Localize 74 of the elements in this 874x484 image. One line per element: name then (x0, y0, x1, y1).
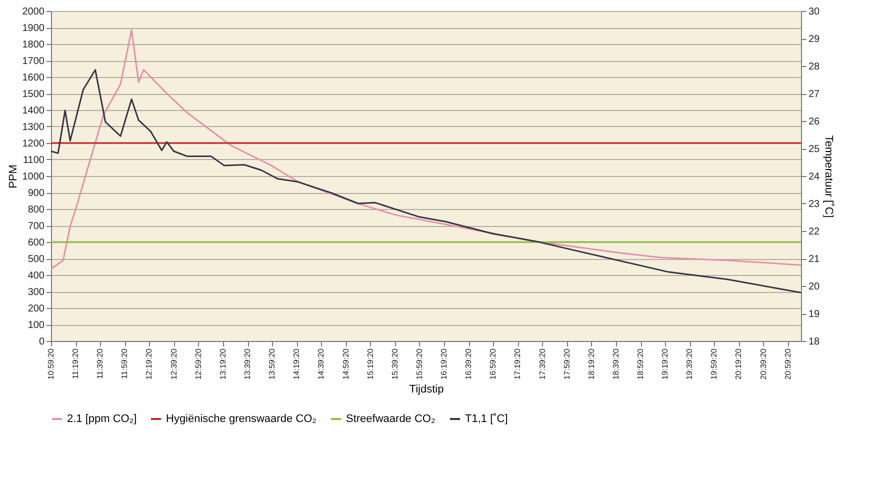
x-tick-label: 16:19:20 (440, 348, 448, 380)
y-axis-title: PPM (7, 164, 20, 188)
y2-tick-label: 22 (808, 226, 820, 238)
x-tick-label: 19:19:20 (660, 348, 670, 380)
x-tick-label: 17:19:20 (513, 348, 522, 380)
y-tick-label: 1300 (22, 122, 45, 133)
x-tick-label: 17:59:20 (562, 348, 572, 380)
y2-tick-label: 18 (808, 336, 820, 348)
y-tick-label: 1700 (22, 56, 45, 67)
x-tick-label: 19:39:20 (685, 348, 694, 380)
y-tick-label: 1900 (22, 23, 45, 34)
line-series (50, 69, 802, 294)
y2-tick-label: 29 (808, 34, 820, 45)
y2-tick-label: 19 (808, 309, 820, 320)
x-tick-label: 12:19:20 (144, 348, 154, 380)
y2-axis-title: Temperatuur [˚C] (822, 135, 835, 218)
x-tick-label: 20:39:20 (758, 348, 768, 380)
y-tick-label: 100 (28, 320, 45, 331)
x-tick-label: 16:59:20 (488, 348, 498, 380)
y-tick-label: 800 (28, 204, 45, 216)
x-tick-label: 20:19:20 (734, 348, 744, 380)
x-tick-label: 11:19:20 (71, 348, 80, 380)
y-tick-label: 0 (38, 336, 45, 348)
y2-tick-label: 23 (808, 199, 820, 210)
y2-tick-label: 24 (808, 172, 820, 182)
legend-label: Hygiënische grenswaarde CO₂ (166, 413, 316, 425)
y-tick-label: 2000 (22, 6, 45, 18)
x-tick-label: 14:19:20 (292, 348, 302, 380)
x-tick-label: 19:59:20 (710, 348, 719, 380)
y-tick-label: 1100 (22, 155, 45, 166)
y-tick-label: 400 (28, 270, 45, 282)
y2-tick-label: 21 (808, 254, 820, 265)
x-tick-label: 12:39:20 (169, 348, 178, 380)
x-tick-label: 10:59:20 (46, 348, 56, 380)
legend-label: Streefwaarde CO₂ (346, 413, 436, 425)
x-tick-label: 18:19:20 (586, 348, 596, 380)
y-tick-label: 900 (28, 188, 45, 199)
y2-tick-label: 30 (808, 6, 820, 18)
y-tick-label: 1200 (22, 138, 45, 150)
x-tick-label: 17:39:20 (538, 348, 547, 380)
y-tick-label: 500 (28, 254, 45, 265)
x-tick-label: 15:39:20 (390, 348, 400, 380)
y2-tick-label: 28 (808, 62, 820, 72)
x-tick-label: 13:39:20 (243, 348, 252, 380)
x-tick-label: 14:39:20 (316, 348, 326, 380)
y-tick-label: 600 (28, 238, 45, 248)
x-tick-label: 11:39:20 (96, 348, 105, 380)
y-tick-label: 300 (28, 287, 45, 298)
x-tick-label: 18:59:20 (636, 348, 645, 380)
x-tick-label: 16:39:20 (464, 348, 474, 380)
x-tick-label: 13:59:20 (268, 348, 277, 380)
y2-tick-label: 25 (808, 144, 820, 155)
y2-tick-label: 26 (808, 116, 820, 128)
x-tick-label: 20:59:20 (783, 348, 792, 380)
x-tick-label: 12:59:20 (194, 348, 203, 380)
y-tick-label: 1500 (22, 89, 45, 100)
y-tick-label: 700 (28, 221, 45, 232)
line-series (50, 29, 802, 270)
x-tick-label: 15:19:20 (366, 348, 375, 380)
legend-label: 2.1 [ppm CO₂] (67, 413, 137, 425)
y-tick-label: 1000 (22, 172, 45, 182)
x-tick-label: 11:59:20 (120, 348, 130, 380)
y-tick-label: 1800 (22, 40, 45, 50)
y-tick-label: 1400 (22, 106, 45, 116)
x-tick-label: 13:19:20 (218, 348, 228, 380)
y-tick-label: 1600 (22, 72, 45, 84)
x-tick-label: 15:59:20 (414, 348, 424, 380)
legend-label: T1,1 [˚C] (465, 413, 508, 425)
x-tick-label: 18:39:20 (611, 348, 620, 380)
y-tick-label: 200 (28, 304, 45, 314)
y2-tick-label: 27 (808, 89, 820, 100)
y2-tick-label: 20 (808, 282, 820, 292)
x-axis-title: Tijdstip (409, 384, 444, 396)
x-tick-label: 14:59:20 (341, 348, 350, 380)
